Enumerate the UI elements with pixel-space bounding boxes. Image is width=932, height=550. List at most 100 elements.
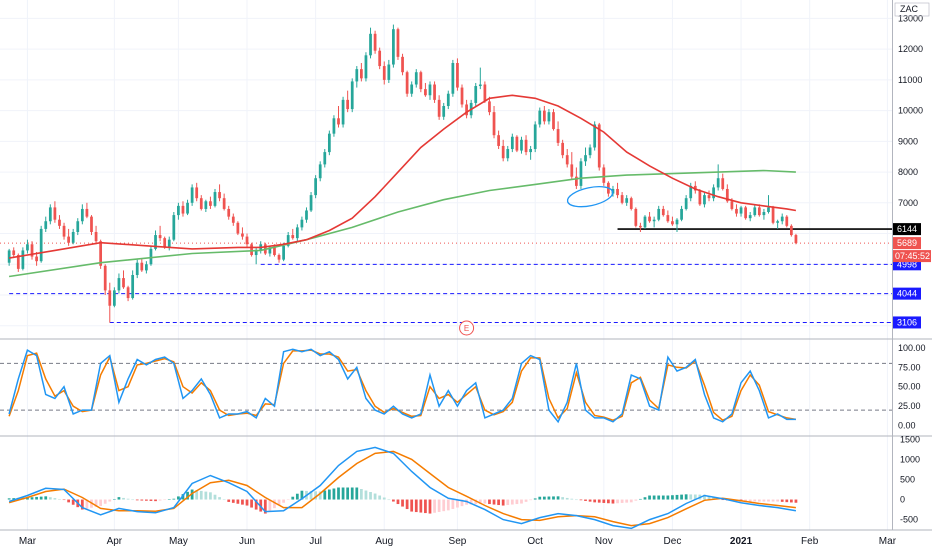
macd-histogram-bar bbox=[433, 499, 436, 513]
candle-body bbox=[318, 164, 322, 179]
macd-histogram-bar bbox=[209, 492, 212, 500]
candle-body bbox=[350, 81, 354, 110]
candle-body bbox=[295, 227, 299, 239]
candle-body bbox=[529, 149, 532, 153]
macd-histogram-bar bbox=[469, 499, 473, 505]
macd-histogram-bar bbox=[268, 499, 272, 511]
macd-histogram-bar bbox=[574, 499, 578, 501]
candle-body bbox=[643, 216, 647, 228]
candle-body bbox=[67, 236, 70, 243]
candle-body bbox=[424, 89, 427, 96]
macd-histogram-bar bbox=[776, 499, 780, 502]
candle-body bbox=[634, 208, 638, 226]
macd-histogram-bar bbox=[135, 499, 139, 501]
macd-histogram-bar bbox=[167, 499, 171, 500]
candle-body bbox=[277, 255, 281, 260]
candle-body bbox=[703, 195, 706, 205]
candle-body bbox=[478, 84, 482, 87]
macd-histogram-bar bbox=[154, 499, 157, 502]
macd-histogram-bar bbox=[680, 494, 683, 500]
candle-body bbox=[625, 198, 629, 203]
x-tick-label: Jul bbox=[309, 536, 322, 547]
x-tick-label: Dec bbox=[664, 536, 682, 547]
candle-body bbox=[616, 188, 619, 196]
macd-histogram-bar bbox=[277, 499, 281, 506]
macd-line bbox=[8, 446, 797, 530]
macd-histogram-bar bbox=[456, 499, 459, 508]
macd-histogram-bar bbox=[12, 498, 16, 500]
macd-histogram-bar bbox=[483, 499, 487, 504]
macd-histogram-bar bbox=[757, 499, 761, 502]
macd-histogram-bar bbox=[767, 499, 770, 502]
candle-body bbox=[570, 164, 574, 177]
macd-histogram-bar bbox=[405, 499, 409, 510]
candle-body bbox=[776, 221, 780, 223]
macd-histogram-bar bbox=[112, 499, 116, 500]
candle-body bbox=[565, 155, 569, 165]
candle-body bbox=[488, 101, 491, 113]
macd-histogram-bar bbox=[634, 499, 638, 501]
macd-histogram-bar bbox=[291, 496, 295, 500]
candle-body bbox=[401, 56, 404, 73]
macd-histogram-bar bbox=[753, 499, 757, 502]
candle-body bbox=[282, 245, 285, 260]
candle-body bbox=[671, 221, 674, 225]
candle-body bbox=[437, 99, 441, 117]
candle-body bbox=[716, 178, 720, 188]
candle-body bbox=[446, 93, 450, 107]
macd-histogram-bar bbox=[80, 499, 84, 510]
macd-histogram-bar bbox=[780, 499, 784, 502]
candle-body bbox=[561, 142, 565, 156]
macd-histogram-bar bbox=[556, 496, 560, 500]
macd-histogram-bar bbox=[327, 489, 331, 500]
candle-body bbox=[428, 84, 432, 96]
macd-histogram-bar bbox=[300, 490, 304, 500]
macd-histogram-bar bbox=[414, 499, 418, 513]
candle-body bbox=[520, 139, 523, 151]
candle-body bbox=[712, 187, 715, 199]
macd-histogram-bar bbox=[364, 490, 368, 500]
macd-histogram-bar bbox=[195, 490, 199, 500]
macd-histogram-bar bbox=[236, 499, 240, 504]
stoch-tick-label: 50.00 bbox=[898, 382, 921, 392]
candle-body bbox=[721, 178, 725, 189]
candle-body bbox=[465, 104, 468, 116]
candle-body bbox=[154, 235, 157, 249]
candle-body bbox=[767, 207, 770, 213]
candle-body bbox=[542, 110, 546, 122]
macd-histogram-bar bbox=[424, 499, 427, 514]
candle-body bbox=[602, 167, 606, 183]
horizontal-levels bbox=[0, 228, 892, 323]
candle-body bbox=[414, 72, 418, 85]
candle-body bbox=[538, 110, 542, 125]
annotations: E bbox=[459, 185, 614, 336]
candle-body bbox=[574, 176, 578, 186]
sma-200-line bbox=[8, 169, 796, 278]
macd-histogram-bar bbox=[62, 499, 66, 501]
candle-body bbox=[231, 216, 235, 223]
macd-histogram-bar bbox=[350, 487, 354, 500]
macd-histogram-bar bbox=[611, 499, 615, 504]
macd-histogram-bar bbox=[570, 498, 574, 500]
candle-body bbox=[209, 201, 212, 206]
x-tick-label: Nov bbox=[595, 536, 613, 547]
ellipse-annotation bbox=[566, 185, 614, 208]
candle-body bbox=[112, 290, 116, 306]
candle-body bbox=[12, 250, 16, 256]
candle-body bbox=[405, 72, 409, 94]
macd-histogram-bar bbox=[671, 495, 674, 500]
macd-histogram-bar bbox=[245, 499, 249, 506]
candle-body bbox=[103, 265, 107, 291]
macd-histogram-bar bbox=[579, 499, 583, 501]
macd-histogram-bar bbox=[597, 499, 601, 503]
macd-histogram-bar bbox=[501, 499, 505, 506]
candle-body bbox=[387, 64, 391, 80]
macd-histogram-bar bbox=[227, 499, 231, 502]
macd-histogram-bar bbox=[666, 495, 670, 500]
macd-histogram-bar bbox=[332, 488, 336, 500]
macd-histogram-bar bbox=[602, 499, 606, 503]
macd-histogram-bar bbox=[789, 499, 793, 503]
candle-body bbox=[204, 201, 208, 209]
